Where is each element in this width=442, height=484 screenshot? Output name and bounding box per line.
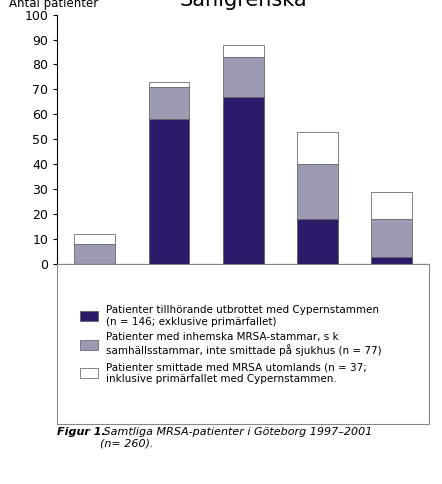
- Bar: [371, 257, 412, 264]
- Bar: [149, 87, 189, 120]
- Bar: [149, 82, 189, 87]
- Bar: [297, 132, 338, 165]
- Bar: [149, 120, 189, 264]
- FancyBboxPatch shape: [57, 264, 429, 424]
- Title: Sahlgrenska: Sahlgrenska: [179, 0, 307, 10]
- Text: Figur 1.: Figur 1.: [57, 427, 106, 437]
- Text: Antal patienter: Antal patienter: [9, 0, 99, 10]
- Bar: [371, 219, 412, 257]
- Bar: [297, 165, 338, 219]
- Bar: [74, 244, 115, 264]
- Bar: [223, 45, 263, 57]
- Bar: [223, 97, 263, 264]
- Text: Samtliga MRSA-patienter i Göteborg 1997–2001
(n= 260).: Samtliga MRSA-patienter i Göteborg 1997–…: [100, 427, 373, 449]
- Bar: [74, 234, 115, 244]
- Legend: Patienter tillhörande utbrottet med Cypernstammen
(n = 146; exklusive primärfall: Patienter tillhörande utbrottet med Cype…: [77, 303, 383, 386]
- Bar: [297, 219, 338, 264]
- Bar: [223, 57, 263, 97]
- Bar: [371, 192, 412, 219]
